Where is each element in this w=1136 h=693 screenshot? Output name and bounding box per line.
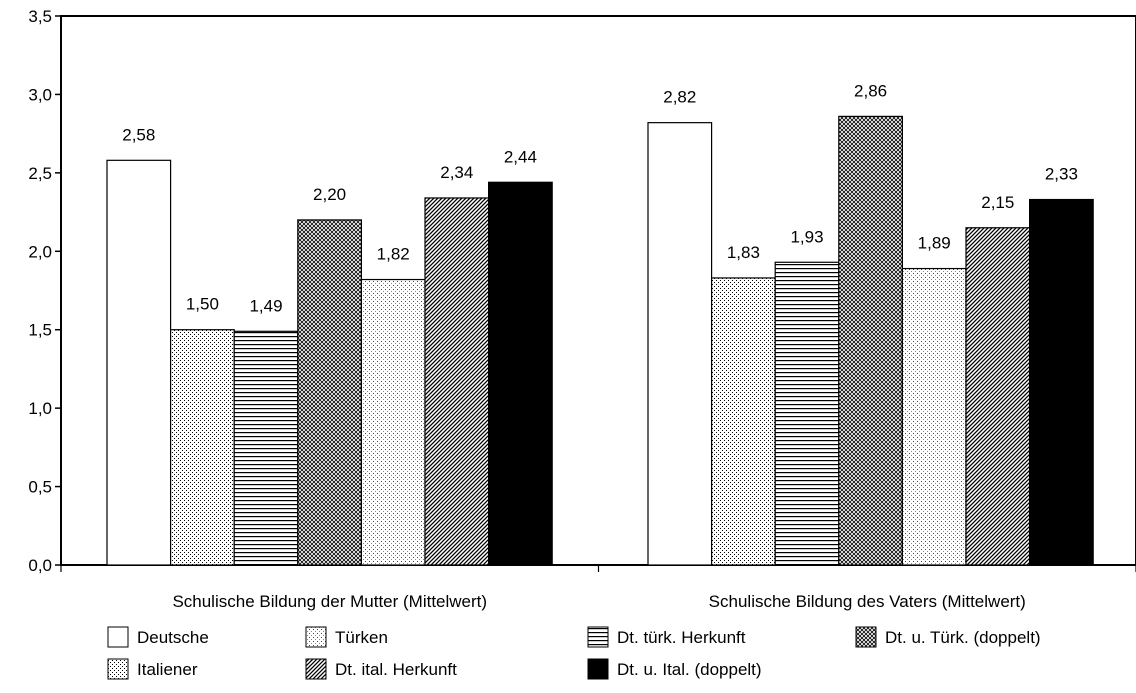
legend-label: Dt. u. Türk. (doppelt) — [885, 628, 1041, 647]
axes: 0,0 0,5 1,0 1,5 2,0 2,5 3,0 3,5 Schulische Bildu… — [28, 7, 1136, 611]
category-label: Schulische Bildung des Vaters (Mittelwer… — [709, 592, 1026, 611]
data-label: 2,44 — [504, 147, 537, 166]
data-label: 2,20 — [313, 185, 346, 204]
legend: Deutsche Türken Dt. türk. Herkunft Dt. u. T… — [107, 626, 1041, 680]
legend-swatch — [855, 626, 877, 648]
data-label: 1,93 — [790, 227, 823, 246]
data-label: 2,86 — [854, 81, 887, 100]
bar — [838, 115, 903, 566]
y-tick-label: 0,5 — [28, 478, 52, 497]
legend-label: Türken — [335, 628, 388, 647]
data-label: 2,15 — [981, 193, 1014, 212]
bar — [424, 197, 490, 566]
legend-swatch — [305, 658, 327, 680]
legend-label: Italiener — [137, 660, 198, 679]
data-label: 1,50 — [186, 295, 219, 314]
data-label: 2,82 — [663, 88, 696, 107]
bar — [106, 159, 172, 566]
y-tick-label: 2,5 — [28, 164, 52, 183]
y-tick-label: 2,0 — [28, 242, 52, 261]
y-tick-label: 0,0 — [28, 556, 52, 575]
data-label: 2,58 — [122, 125, 155, 144]
category-label: Schulische Bildung der Mutter (Mittelwer… — [172, 592, 487, 611]
value-labels: 2,58 2,82 1,50 1,83 1,49 1,93 2,20 2,86 1,82 1,89… — [122, 81, 1078, 315]
bar — [233, 330, 299, 566]
bar — [965, 227, 1031, 566]
legend-swatch — [107, 626, 129, 648]
data-label: 1,82 — [377, 245, 410, 264]
y-tick-label: 1,0 — [28, 399, 52, 418]
bar — [647, 122, 713, 566]
bar — [901, 267, 967, 566]
bar — [170, 329, 235, 566]
data-label: 2,33 — [1045, 165, 1078, 184]
y-tick-label: 3,0 — [28, 85, 52, 104]
legend-label: Dt. türk. Herkunft — [617, 628, 746, 647]
legend-label: Deutsche — [137, 628, 209, 647]
bar — [360, 278, 426, 566]
y-tick-label: 1,5 — [28, 321, 52, 340]
legend-swatch — [107, 658, 129, 680]
bars — [106, 115, 1094, 566]
y-tick-label: 3,5 — [28, 7, 52, 26]
data-label: 2,34 — [440, 163, 473, 182]
legend-label: Dt. u. Ital. (doppelt) — [617, 660, 762, 679]
legend-swatch — [305, 626, 327, 648]
legend-swatch — [587, 658, 609, 680]
bar — [488, 181, 553, 566]
legend-label: Dt. ital. Herkunft — [335, 660, 457, 679]
bar — [1028, 198, 1094, 566]
legend-swatch — [587, 626, 609, 648]
bar — [710, 277, 776, 566]
data-label: 1,89 — [918, 234, 951, 253]
bar — [774, 261, 840, 566]
bar — [297, 219, 362, 566]
data-label: 1,83 — [727, 243, 760, 262]
data-label: 1,49 — [249, 296, 282, 315]
